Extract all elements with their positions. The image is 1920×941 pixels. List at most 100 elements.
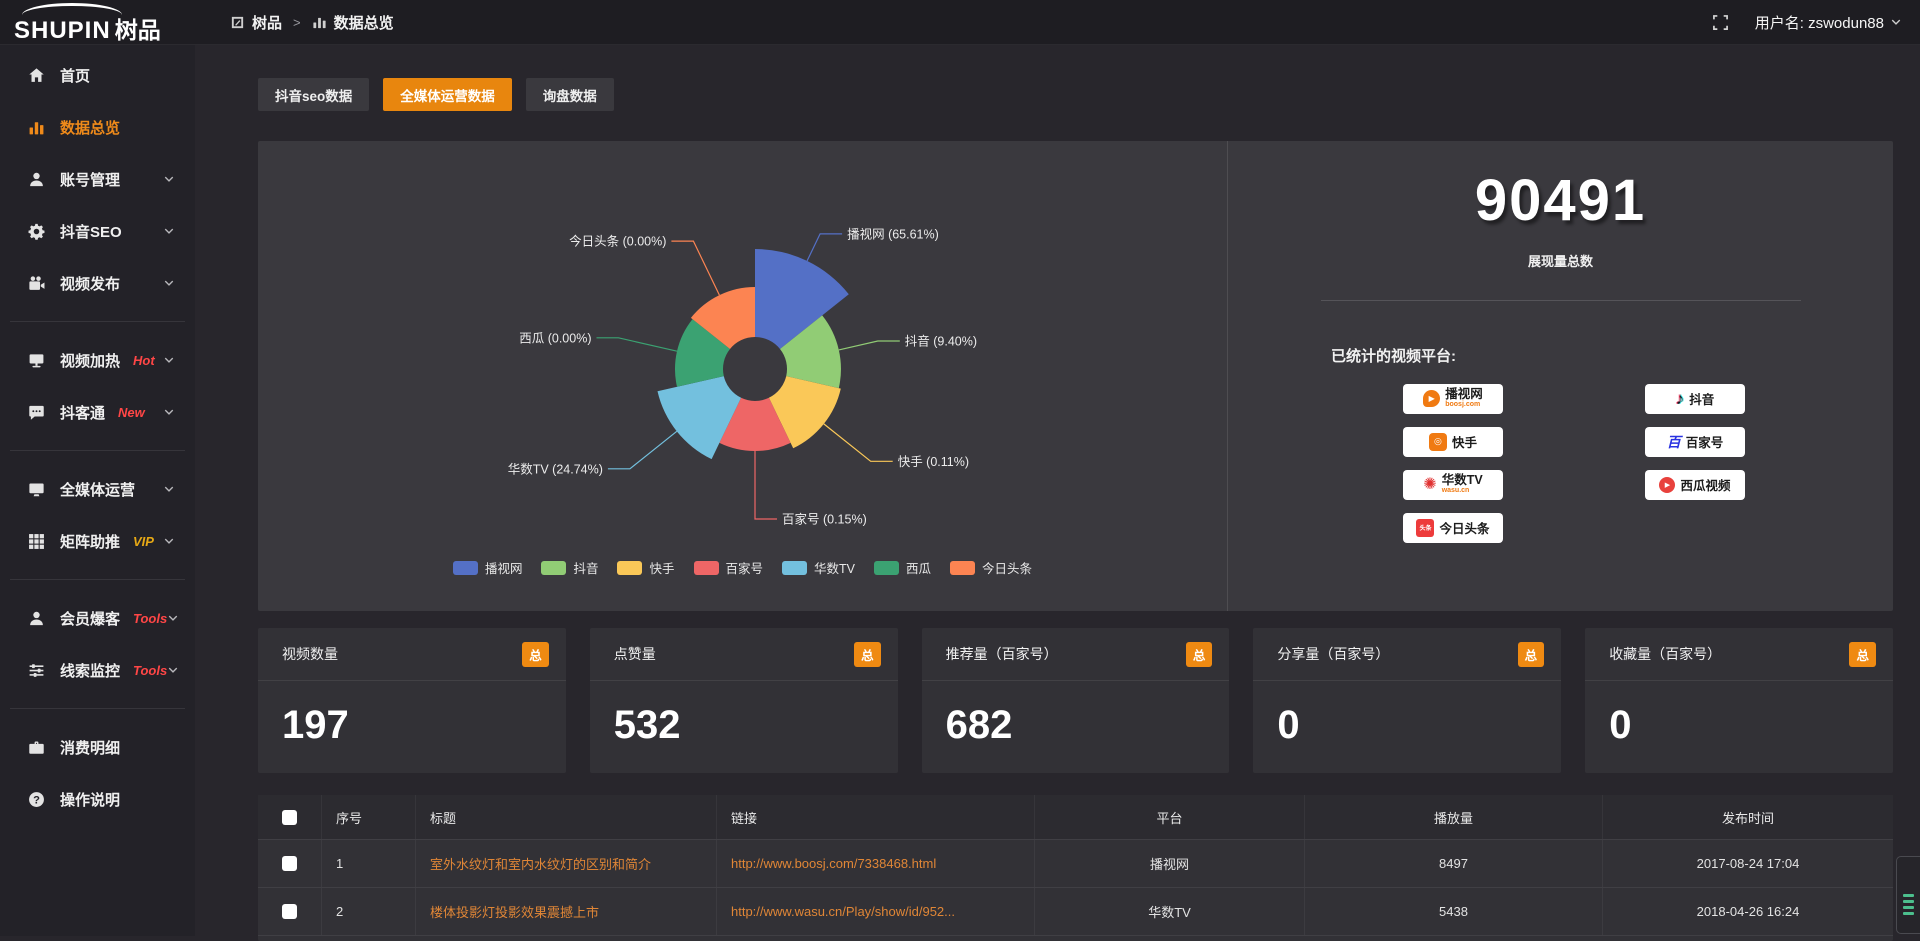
- platform-badge: ▶ 播视网 boosj.com: [1403, 383, 1503, 414]
- breadcrumb-separator: >: [293, 14, 301, 30]
- video-url-link[interactable]: http://www.boosj.com/7338468.html: [731, 856, 937, 871]
- slice-label: 华数TV (24.74%): [508, 461, 603, 476]
- platform-sub: wasu.cn: [1441, 487, 1470, 495]
- video-title-link[interactable]: 室外水纹灯和室内水纹灯的区别和简介: [430, 857, 652, 872]
- sidebar-item[interactable]: 数据总览: [0, 101, 195, 153]
- total-impressions-value: 90491: [1474, 168, 1647, 233]
- pie-slice[interactable]: [768, 376, 841, 449]
- legend-swatch: [452, 560, 478, 575]
- sidebar-item[interactable]: 视频发布: [0, 257, 195, 309]
- stat-cards-row: 视频数量总 197 点赞量总 532 推荐量（百家号）总 682 分享量（百家号）总 0 收藏量…: [258, 628, 1893, 773]
- cell-link: http://www.boosj.com/7338468.html: [717, 840, 1035, 887]
- table-row: 2 楼体投影灯投影效果震撼上市 http://www.wasu.cn/Play/sh…: [258, 887, 1893, 935]
- table-header-row: 序号 标题 链接 平台 播放量 发布时间: [258, 795, 1893, 839]
- sidebar-item-label: 账号管理: [60, 171, 121, 189]
- sliders-icon: [28, 662, 45, 679]
- sidebar-item-label: 操作说明: [60, 791, 121, 809]
- row-checkbox[interactable]: [282, 904, 297, 919]
- grid-icon: [28, 533, 45, 550]
- video-url-link[interactable]: http://www.wasu.cn/Play/show/id/952...: [731, 904, 955, 919]
- kuaishou-logo: ◎: [1428, 432, 1447, 451]
- breadcrumb-item-current[interactable]: 数据总览: [312, 12, 394, 33]
- pie-slice[interactable]: [755, 249, 849, 349]
- legend-item[interactable]: 今日头条: [950, 558, 1032, 577]
- cell-title: 楼体投影灯投影效果震撼上市: [416, 888, 717, 935]
- sidebar-item[interactable]: ? 操作说明: [0, 773, 195, 825]
- bar-chart-icon: [312, 15, 327, 30]
- sidebar-item[interactable]: 抖客通 New: [0, 386, 195, 438]
- cell-views: 8497: [1305, 840, 1603, 887]
- pie-slice[interactable]: [719, 397, 791, 452]
- sidebar-item[interactable]: 矩阵助推 VIP: [0, 515, 195, 567]
- platform-name: 西瓜视频: [1680, 479, 1731, 493]
- pie-slice[interactable]: [690, 287, 755, 349]
- tab-inactive[interactable]: 询盘数据: [525, 78, 614, 111]
- sidebar-item-label: 视频加热: [60, 352, 121, 370]
- tab-active[interactable]: 全媒体运营数据: [383, 78, 512, 111]
- row-checkbox[interactable]: [282, 856, 297, 871]
- legend-swatch: [693, 560, 719, 575]
- table-body: 1 室外水纹灯和室内水纹灯的区别和简介 http://www.boosj.com/7…: [258, 839, 1893, 941]
- label-line: [806, 233, 843, 262]
- legend-item[interactable]: 抖音: [541, 558, 598, 577]
- stat-card-label: 视频数量: [282, 646, 338, 662]
- legend-item[interactable]: 西瓜: [874, 558, 931, 577]
- stat-card-label: 收藏量（百家号）: [1609, 646, 1722, 662]
- sidebar-item[interactable]: 消费明细: [0, 721, 195, 773]
- total-badge: 总: [1517, 641, 1545, 667]
- pie-slice[interactable]: [675, 319, 730, 387]
- sidebar-item[interactable]: 视频加热 Hot: [0, 334, 195, 386]
- slice-label: 快手 (0.11%): [898, 455, 969, 469]
- stat-card: 分享量（百家号） 总 0: [1253, 628, 1562, 773]
- legend-item[interactable]: 播视网: [452, 558, 522, 577]
- svg-text:?: ?: [33, 794, 40, 806]
- sidebar: 首页 数据总览账号管理抖音SEO 视频发布视频加热 Hot 抖客通 New 全媒体运营矩阵助…: [0, 45, 195, 936]
- select-all-checkbox[interactable]: [282, 809, 297, 825]
- breadcrumb-label: 树品: [252, 14, 283, 32]
- user-menu[interactable]: 用户名: zswodun88: [1755, 12, 1902, 33]
- sidebar-item[interactable]: 线索监控 Tools: [0, 644, 195, 696]
- fullscreen-icon[interactable]: [1712, 14, 1729, 31]
- sidebar-item-label: 全媒体运营: [60, 481, 136, 499]
- pie-slice[interactable]: [657, 376, 742, 460]
- main-content: 抖音seo数据 全媒体运营数据 询盘数据 播视网 (65.61%) 抖音 (9.40%…: [195, 45, 1920, 941]
- legend-item[interactable]: 华数TV: [782, 558, 855, 577]
- sidebar-item-label: 抖客通: [60, 404, 106, 422]
- legend-item[interactable]: 百家号: [693, 558, 763, 577]
- cell-index: 2: [322, 888, 416, 935]
- platforms-label: 已统计的视频平台:: [1331, 347, 1456, 365]
- tab-bar: 抖音seo数据 全媒体运营数据 询盘数据: [258, 78, 1893, 111]
- sidebar-item[interactable]: 账号管理: [0, 153, 195, 205]
- sidebar-item-badge: New: [118, 404, 145, 420]
- display-icon: [28, 481, 45, 498]
- sidebar-item[interactable]: 全媒体运营: [0, 463, 195, 515]
- sidebar-item-label: 视频发布: [60, 275, 121, 293]
- sidebar-item[interactable]: 抖音SEO: [0, 205, 195, 257]
- chevron-down-icon: [167, 664, 179, 676]
- app-logo[interactable]: SHUPIN 树品: [0, 0, 195, 45]
- tab-inactive[interactable]: 抖音seo数据: [258, 78, 370, 111]
- boosj-logo: ▶: [1423, 390, 1441, 407]
- bar-chart-icon: [28, 119, 45, 136]
- cell-time: 2017-08-24 17:04: [1696, 856, 1800, 871]
- sidebar-item[interactable]: 首页: [0, 49, 195, 101]
- sidebar-item-label: 抖音SEO: [60, 223, 122, 241]
- total-badge: 总: [854, 641, 881, 667]
- widget-dash: [1903, 906, 1914, 909]
- sidebar-item[interactable]: 会员爆客 Tools: [0, 592, 195, 644]
- legend-label: 华数TV: [814, 562, 855, 576]
- gear-icon: [28, 223, 45, 240]
- chevron-down-icon: [163, 483, 175, 495]
- pie-slice[interactable]: [780, 315, 841, 389]
- stat-card: 点赞量 总 532: [589, 628, 898, 773]
- stat-card-header: 视频数量 总: [258, 628, 566, 681]
- legend-item[interactable]: 快手: [617, 558, 675, 577]
- stat-card-header: 收藏量（百家号） 总: [1585, 628, 1893, 681]
- sidebar-item-label: 线索监控: [60, 662, 121, 680]
- breadcrumb-item-home[interactable]: 树品: [230, 12, 282, 33]
- stat-card-value: 682: [945, 703, 1013, 747]
- floating-service-widget[interactable]: [1896, 856, 1920, 934]
- row-checkbox-cell: [258, 840, 322, 887]
- legend-swatch: [617, 560, 643, 575]
- video-title-link[interactable]: 楼体投影灯投影效果震撼上市: [430, 905, 600, 920]
